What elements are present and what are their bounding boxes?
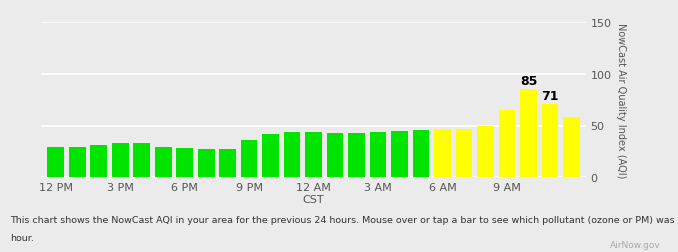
Text: hour.: hour. xyxy=(10,233,34,242)
Bar xyxy=(477,126,494,178)
Bar xyxy=(134,144,150,178)
Bar xyxy=(112,144,129,178)
Bar xyxy=(69,148,85,178)
Bar xyxy=(327,133,344,178)
Bar xyxy=(456,129,473,178)
Bar xyxy=(47,148,64,178)
Bar xyxy=(520,90,537,178)
Bar xyxy=(305,132,322,178)
Bar xyxy=(542,104,558,178)
Bar xyxy=(155,148,172,178)
Bar xyxy=(563,118,580,178)
Bar xyxy=(90,146,107,178)
Text: 85: 85 xyxy=(520,75,537,88)
Bar xyxy=(370,132,386,178)
X-axis label: CST: CST xyxy=(303,195,324,204)
Bar xyxy=(262,134,279,178)
Bar xyxy=(413,130,429,178)
Bar xyxy=(176,149,193,178)
Bar xyxy=(219,150,236,178)
Y-axis label: NowCast Air Quality Index (AQI): NowCast Air Quality Index (AQI) xyxy=(616,23,626,178)
Bar xyxy=(391,131,408,178)
Text: AirNow.gov: AirNow.gov xyxy=(610,240,661,249)
Text: 71: 71 xyxy=(541,89,559,102)
Text: This chart shows the NowCast AQI in your area for the previous 24 hours. Mouse o: This chart shows the NowCast AQI in your… xyxy=(10,215,678,225)
Bar xyxy=(434,129,451,178)
Bar xyxy=(241,140,258,178)
Bar xyxy=(198,150,214,178)
Bar xyxy=(283,132,300,178)
Bar xyxy=(498,110,515,178)
Bar xyxy=(348,133,365,178)
